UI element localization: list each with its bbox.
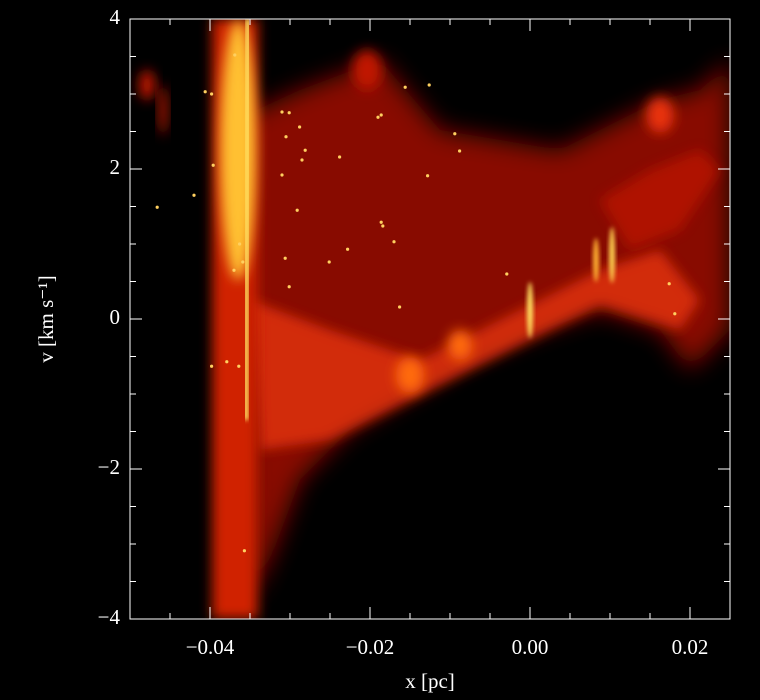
star-point (379, 220, 383, 224)
star-point (284, 135, 288, 139)
star-point (225, 360, 229, 364)
x-tick-label: 0.00 (512, 635, 549, 659)
star-point (453, 132, 457, 136)
y-tick-label: 0 (110, 305, 121, 329)
star-point (379, 113, 383, 117)
star-point (210, 364, 214, 368)
star-point (426, 174, 430, 178)
star-point (203, 90, 207, 94)
star-point (376, 115, 380, 119)
star-point (338, 155, 342, 159)
star-point (303, 148, 307, 152)
star-point (192, 193, 196, 197)
star-point (381, 224, 385, 228)
star-point (232, 268, 236, 272)
x-tick-label: 0.02 (672, 635, 709, 659)
star-point (505, 272, 509, 276)
star-point (280, 110, 284, 114)
y-tick-label: −4 (98, 605, 121, 629)
star-point (298, 125, 302, 129)
star-point (427, 83, 431, 87)
x-tick-label: −0.04 (186, 635, 235, 659)
star-point (233, 53, 237, 57)
star-point (458, 149, 462, 153)
star-point (283, 256, 287, 260)
y-tick-label: −2 (98, 455, 120, 479)
star-point (237, 364, 241, 368)
star-point (398, 305, 402, 309)
emission-map (139, 19, 730, 619)
star-point (403, 85, 407, 89)
star-point (300, 158, 304, 162)
x-tick-label: −0.02 (346, 635, 395, 659)
star-point (280, 173, 284, 177)
star-point (241, 260, 245, 264)
y-axis-label: v [km s⁻¹] (34, 275, 58, 362)
y-tick-label: 4 (110, 5, 121, 29)
star-point (327, 260, 331, 264)
star-point (242, 549, 246, 553)
star-point (210, 92, 214, 96)
star-point (238, 242, 242, 246)
star-point (211, 163, 215, 167)
star-point (667, 282, 671, 286)
star-point (673, 312, 677, 316)
star-point (392, 240, 396, 244)
star-point (287, 111, 291, 115)
x-axis-label: x [pc] (405, 669, 455, 693)
star-point (295, 208, 299, 212)
star-point (287, 285, 291, 289)
star-point (155, 205, 159, 209)
y-tick-label: 2 (110, 155, 121, 179)
star-point (346, 247, 350, 251)
